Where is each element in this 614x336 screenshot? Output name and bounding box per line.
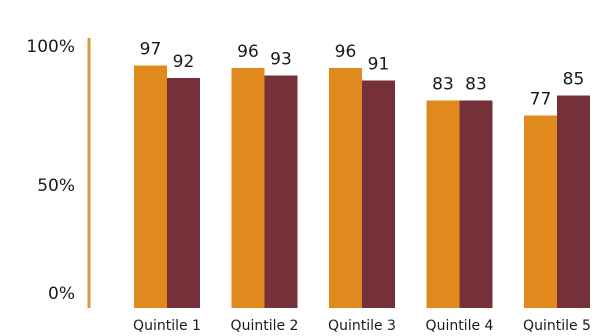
category-label-quintile-3: Quintile 3 [328,318,396,334]
bar-quintile-5-series-2 [557,95,590,308]
bar-quintile-5-series-1 [524,115,557,308]
y-tick-label-100: 100% [26,37,75,57]
y-tick-label-50: 50% [37,176,75,196]
bar-quintile-3-series-1 [329,68,362,308]
value-label-quintile-2-series-1: 96 [237,42,259,62]
y-tick-label-0: 0% [48,284,75,304]
value-label-quintile-1-series-1: 97 [140,40,162,60]
category-label-quintile-5: Quintile 5 [523,318,591,334]
bars-group: 97 92 Quintile 1 96 93 Quintile 2 96 91 Quintile… [133,40,591,335]
value-label-quintile-1-series-2: 92 [173,52,195,72]
bar-quintile-3-series-2 [362,80,395,308]
value-label-quintile-4-series-1: 83 [432,75,454,95]
category-label-quintile-2: Quintile 2 [231,318,299,334]
category-label-quintile-1: Quintile 1 [133,318,201,334]
value-label-quintile-2-series-2: 93 [270,50,292,70]
value-label-quintile-4-series-2: 83 [465,75,487,95]
bar-quintile-2-series-1 [231,68,265,308]
bar-quintile-4-series-2 [459,100,493,308]
bar-quintile-1-series-1 [134,65,167,308]
value-label-quintile-3-series-2: 91 [368,55,390,75]
value-label-quintile-5-series-1: 77 [530,90,552,110]
value-label-quintile-5-series-2: 85 [563,70,585,90]
bar-quintile-2-series-2 [264,75,298,308]
category-label-quintile-4: Quintile 4 [426,318,494,334]
bar-quintile-4-series-1 [426,100,460,308]
value-label-quintile-3-series-1: 96 [335,42,357,62]
bar-quintile-1-series-2 [167,78,200,308]
